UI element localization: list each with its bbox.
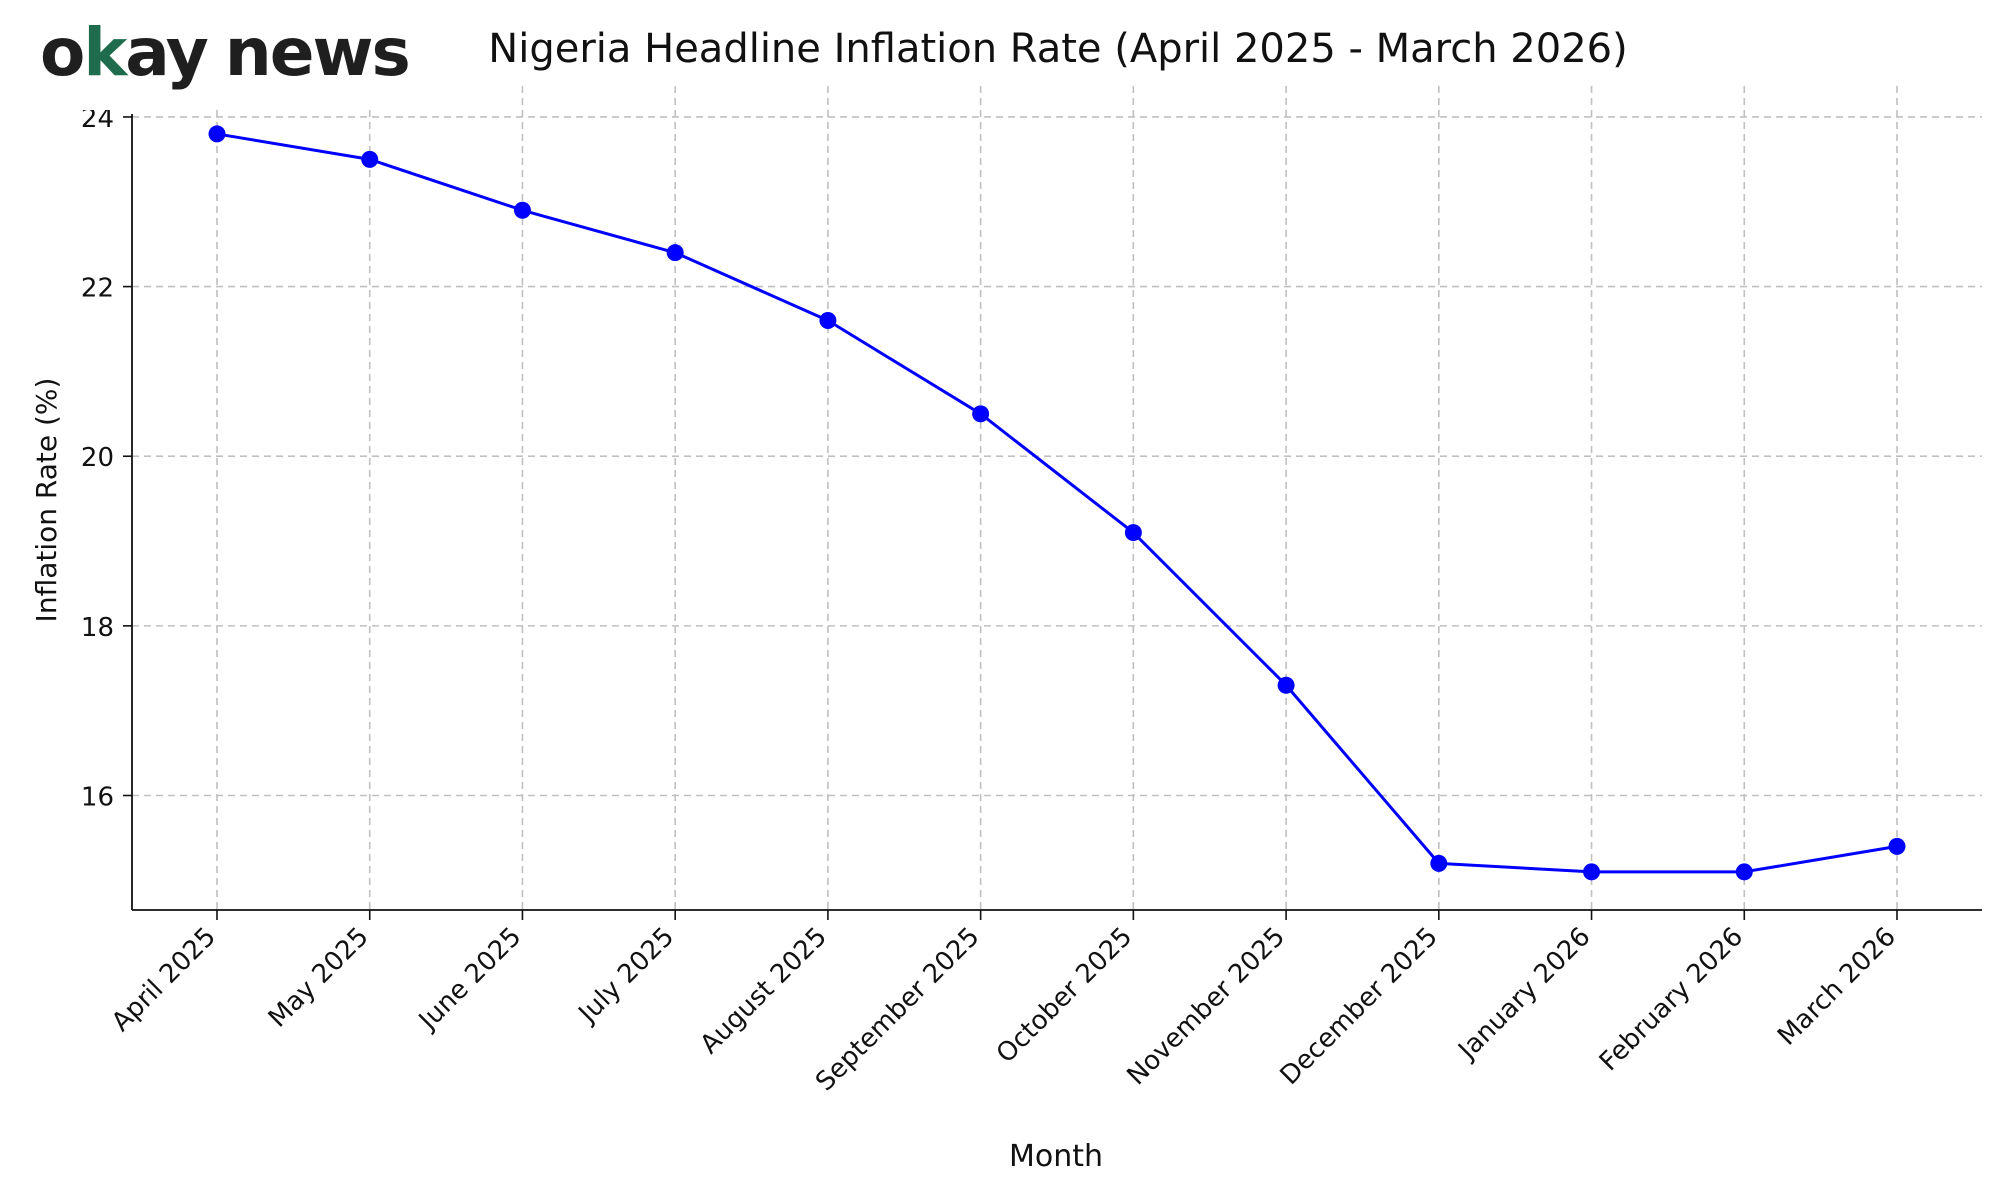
chart-title: Nigeria Headline Inflation Rate (April 2… (488, 26, 1627, 72)
x-tick-label: February 2026 (1594, 922, 1749, 1077)
y-tick-label: 20 (81, 443, 114, 473)
x-tick-label: September 2025 (810, 922, 985, 1097)
y-tick-label: 22 (81, 274, 114, 304)
x-tick-label: July 2025 (572, 922, 680, 1030)
data-point (361, 150, 379, 168)
logo-text-ay: ay (125, 14, 209, 91)
data-point (1583, 863, 1601, 881)
data-point (1124, 524, 1142, 542)
data-point (972, 405, 990, 423)
okay-news-logo: o k ay news (40, 20, 415, 110)
x-tick-label: October 2025 (991, 922, 1138, 1069)
data-point (1888, 837, 1906, 855)
data-point (208, 125, 226, 143)
x-tick-label: August 2025 (695, 922, 833, 1060)
x-tick-label: May 2025 (263, 922, 375, 1034)
data-point (1277, 676, 1295, 694)
x-tick-label: December 2025 (1275, 922, 1444, 1091)
data-point (1735, 863, 1753, 881)
data-point (1430, 854, 1448, 872)
data-point (666, 244, 684, 262)
chart-axes (131, 114, 1982, 911)
grid-lines (132, 86, 1982, 910)
data-point (819, 312, 837, 330)
x-axis-label: Month (1009, 1139, 1103, 1174)
y-axis-label: Inflation Rate (%) (30, 378, 63, 623)
logo-text-k: k (83, 14, 127, 91)
x-tick-label: January 2026 (1452, 922, 1597, 1067)
data-point (513, 201, 531, 219)
y-tick-label: 18 (81, 613, 114, 643)
x-tick-label: November 2025 (1122, 922, 1291, 1091)
logo-text-o: o (40, 14, 85, 91)
logo-text-news: news (224, 14, 411, 91)
x-tick-label: March 2026 (1772, 922, 1902, 1052)
series-line (216, 132, 1898, 874)
y-tick-label: 16 (81, 782, 114, 812)
series-layer (208, 125, 1906, 881)
x-tick-label: April 2025 (106, 922, 222, 1038)
x-tick-label: June 2025 (412, 922, 527, 1037)
